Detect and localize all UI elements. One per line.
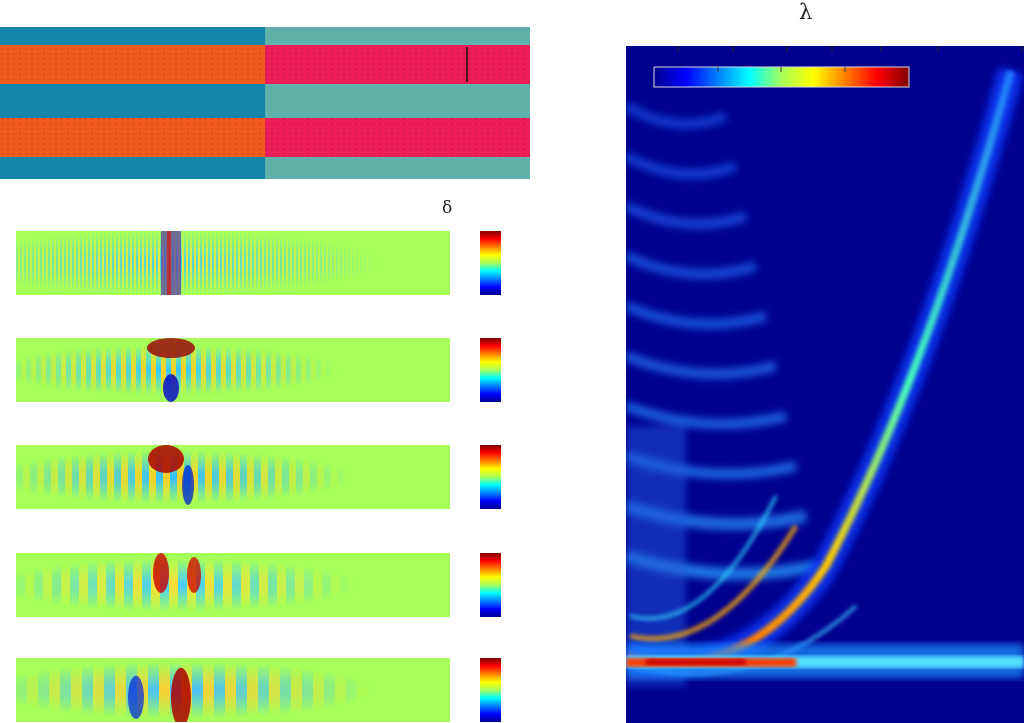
delta-symbol-label: δ xyxy=(442,198,453,218)
spectrum-colorbar-ticks xyxy=(717,67,846,72)
spectrum-background xyxy=(626,46,1024,723)
waveguide-geometry xyxy=(0,27,530,179)
field-panel-3 xyxy=(16,445,450,509)
top-axis-ticks xyxy=(677,46,1023,52)
field-panel-1 xyxy=(16,231,450,295)
field-panel-5 xyxy=(16,658,450,722)
colorbar-2 xyxy=(480,338,501,402)
lambda-symbol-label: λ xyxy=(799,0,813,24)
core-bottom-right xyxy=(265,118,530,157)
core-bottom-left xyxy=(0,118,265,157)
colorbar-1 xyxy=(480,231,501,295)
core-top-right xyxy=(265,45,530,84)
colorbar-5 xyxy=(480,658,501,722)
core-top-left xyxy=(0,45,265,84)
colorbar-4 xyxy=(480,553,501,617)
colorbar-3 xyxy=(480,445,501,509)
field-panel-4 xyxy=(16,553,450,617)
ripple-region xyxy=(626,101,818,686)
spectrum-panel xyxy=(626,46,1024,723)
field-panel-2 xyxy=(16,338,450,402)
